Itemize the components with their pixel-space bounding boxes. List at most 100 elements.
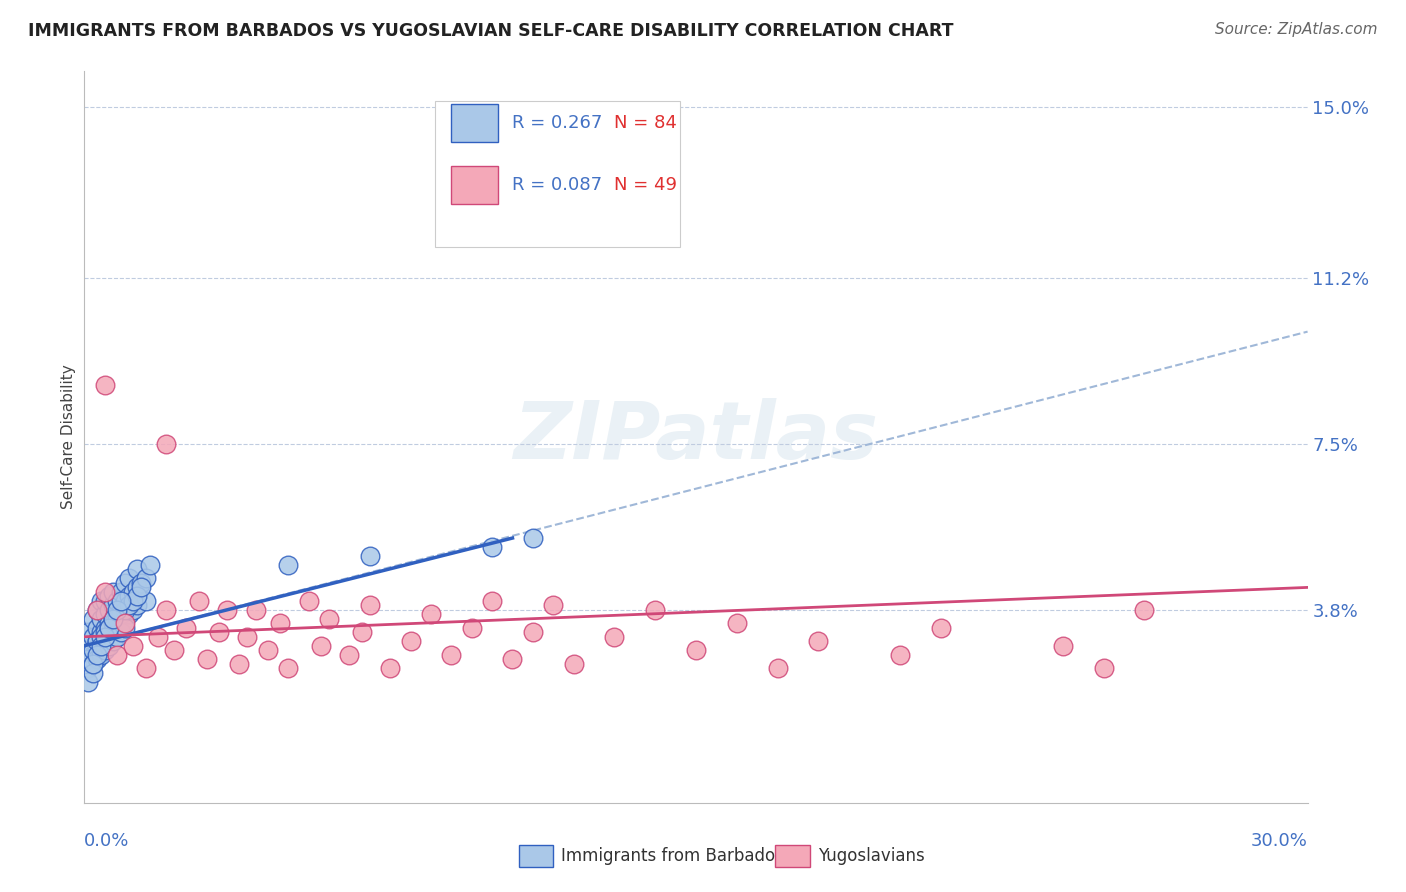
Point [97,621,120,635]
Point [163,643,186,657]
Point [86,603,108,617]
Point [93,607,115,622]
Point [127,599,149,613]
Point [257,643,280,657]
Point [93,634,115,648]
Point [135,594,157,608]
Point [135,571,157,585]
Text: R = 0.267: R = 0.267 [513,113,603,131]
Point [101,585,124,599]
Point [101,616,124,631]
Point [93,594,115,608]
Point [101,599,124,613]
Point [236,630,259,644]
Point [82,630,104,644]
Point [309,639,332,653]
Point [114,575,136,590]
Point [82,665,104,680]
Point [110,616,132,631]
Point [318,612,340,626]
Point [82,657,104,671]
Point [146,630,169,644]
Point [105,612,128,626]
Point [603,630,626,644]
Point [77,625,100,640]
Point [105,607,128,622]
Point [929,621,952,635]
Point [118,571,141,585]
Point [399,634,422,648]
Point [105,603,128,617]
Point [110,603,132,617]
Point [110,607,132,622]
Point [97,616,120,631]
Point [93,625,115,640]
Point [82,657,104,671]
FancyBboxPatch shape [519,846,553,867]
Point [110,585,132,599]
Point [86,621,108,635]
Point [228,657,250,671]
Point [685,643,707,657]
Point [725,616,748,631]
Point [766,661,789,675]
Point [90,648,112,662]
Point [461,621,484,635]
Text: Immigrants from Barbados: Immigrants from Barbados [561,847,785,865]
Point [522,625,544,640]
Point [105,594,128,608]
Point [543,599,565,613]
Text: ZIPatlas: ZIPatlas [513,398,879,476]
Point [93,630,115,644]
Point [131,581,153,595]
FancyBboxPatch shape [776,846,810,867]
Point [269,616,291,631]
Point [155,437,177,451]
Point [114,616,136,631]
Point [97,630,120,644]
Point [440,648,463,662]
Point [114,603,136,617]
Text: N = 84: N = 84 [614,113,676,131]
Point [277,558,299,572]
Point [110,594,132,608]
Text: Yugoslavians: Yugoslavians [818,847,925,865]
Point [86,648,108,662]
Point [97,590,120,604]
Point [82,648,104,662]
Point [359,599,381,613]
Point [93,643,115,657]
Point [90,639,112,653]
Text: 0.0%: 0.0% [84,832,129,850]
Point [101,625,124,640]
Point [174,621,197,635]
Point [86,634,108,648]
Point [114,594,136,608]
Point [127,581,149,595]
Text: 30.0%: 30.0% [1251,832,1308,850]
Point [101,612,124,626]
Point [93,621,115,635]
Point [481,594,503,608]
Point [93,585,115,599]
Point [155,603,177,617]
Point [97,603,120,617]
FancyBboxPatch shape [451,103,498,142]
Point [77,661,100,675]
Point [127,562,149,576]
Point [135,661,157,675]
FancyBboxPatch shape [436,101,681,247]
Point [86,652,108,666]
Point [86,643,108,657]
Point [807,634,830,648]
Point [298,594,321,608]
Point [889,648,911,662]
Point [77,674,100,689]
Point [118,599,141,613]
Point [1133,603,1156,617]
Point [562,657,585,671]
Point [90,612,112,626]
Point [77,652,100,666]
FancyBboxPatch shape [451,166,498,203]
Point [105,630,128,644]
